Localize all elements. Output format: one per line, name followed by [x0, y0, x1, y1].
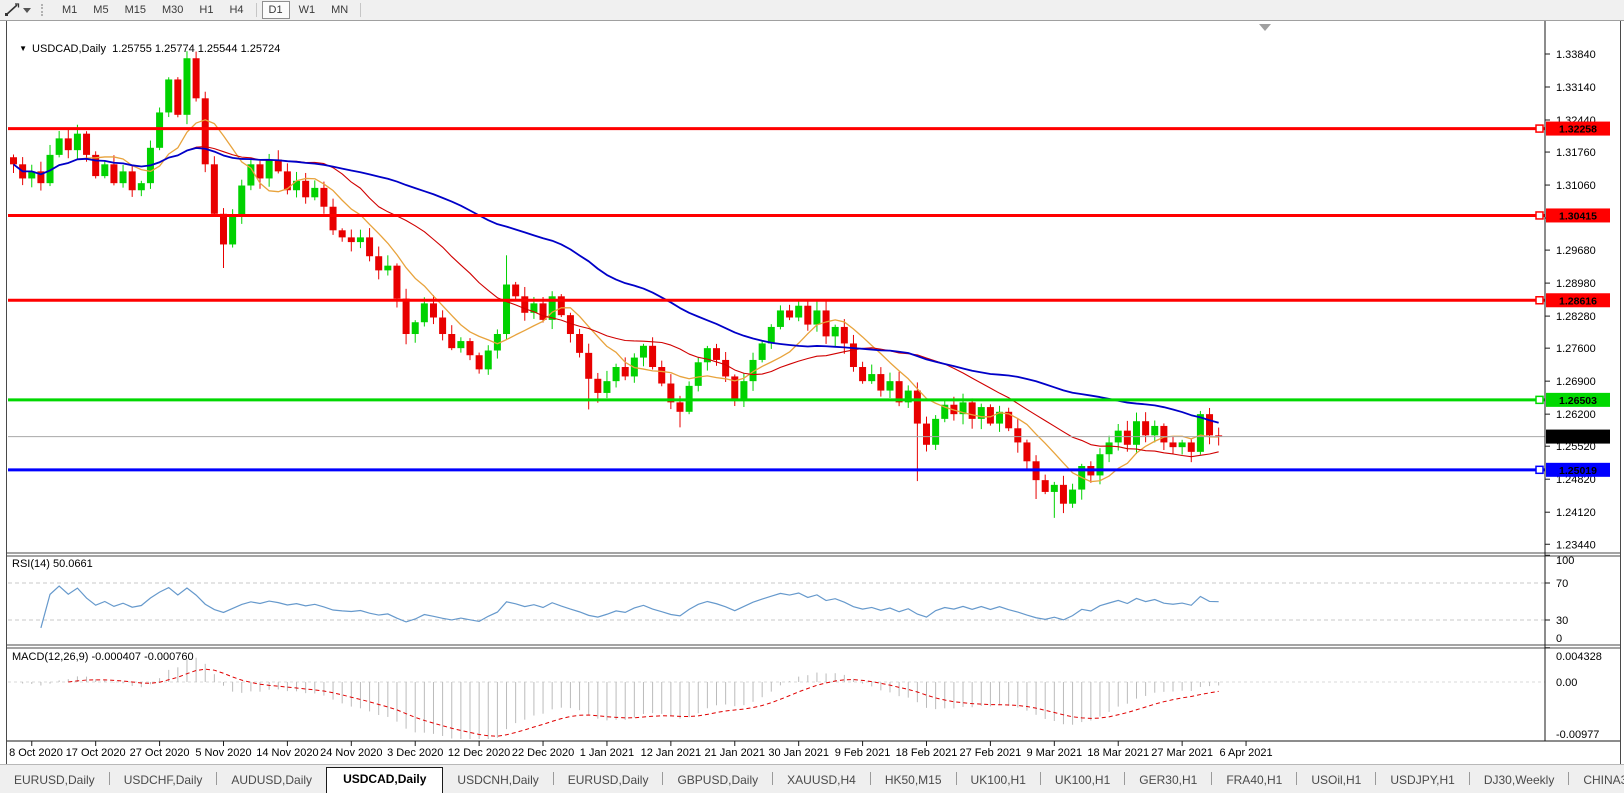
timeframe-button-d1[interactable]: D1: [261, 1, 290, 19]
symbol-tab-uk100-h1[interactable]: UK100,H1: [970, 773, 1026, 787]
symbol-tab-eurusd-daily[interactable]: EURUSD,Daily: [567, 773, 649, 787]
symbol-tab-uk100-h1[interactable]: UK100,H1: [1054, 773, 1111, 787]
timeframe-button-m15[interactable]: M15: [124, 4, 146, 16]
chart-title: ▼ USDCAD,Daily 1.25755 1.25774 1.25544 1.…: [13, 31, 280, 55]
macd-indicator-label: MACD(12,26,9) -0.000407 -0.000760: [12, 651, 194, 663]
symbol-tab-xauusd-h4[interactable]: XAUUSD,H4: [787, 773, 856, 787]
tab-divider: [1039, 772, 1041, 785]
timeframe-button-m1[interactable]: M1: [62, 4, 78, 16]
timeframe-button-m5[interactable]: M5: [93, 4, 109, 16]
symbol-tab-dj30-weekly[interactable]: DJ30,Weekly: [1483, 773, 1555, 787]
tab-divider: [1568, 772, 1570, 785]
timeframe-button-m30[interactable]: M30: [161, 4, 184, 16]
tab-divider: [552, 772, 554, 785]
symbol-tab-usoil-h1[interactable]: USOil,H1: [1311, 773, 1362, 787]
symbol-tab-gbpusd-daily[interactable]: GBPUSD,Daily: [677, 773, 759, 787]
tab-divider: [662, 772, 664, 785]
tab-divider: [108, 772, 110, 785]
chart-title-text: USDCAD,Daily 1.25755 1.25774 1.25544 1.2…: [32, 43, 281, 55]
tab-divider: [1375, 772, 1377, 785]
symbol-tab-china300-h1[interactable]: CHINA300,H1: [1583, 773, 1624, 787]
timeframe-button-w1[interactable]: W1: [298, 4, 316, 16]
symbol-tab-ger30-h1[interactable]: GER30,H1: [1139, 773, 1198, 787]
symbol-tab-fra40-h1[interactable]: FRA40,H1: [1226, 773, 1283, 787]
timeframe-toolbar: M1 M5 M15 M30 H1 H4 D1 W1 MN: [0, 0, 1624, 21]
tab-divider: [1211, 772, 1213, 785]
timeframe-button-h4[interactable]: H4: [229, 4, 244, 16]
timeframe-button-h1[interactable]: H1: [199, 4, 214, 16]
symbol-tab-usdcnh-daily[interactable]: USDCNH,Daily: [457, 773, 539, 787]
tab-divider: [1468, 772, 1470, 785]
symbol-tab-bar: EURUSD,Daily USDCHF,Daily AUDUSD,Daily USDC…: [0, 764, 1624, 793]
toolbar-grip[interactable]: [41, 4, 45, 16]
tab-divider: [869, 772, 871, 785]
symbol-tab-audusd-daily[interactable]: AUDUSD,Daily: [231, 773, 313, 787]
tab-divider: [772, 772, 774, 785]
toolbar-separator: [255, 3, 257, 17]
toolbar-separator: [360, 3, 362, 17]
chevron-down-icon[interactable]: [23, 7, 31, 13]
symbol-tab-usdchf-daily[interactable]: USDCHF,Daily: [123, 773, 203, 787]
tab-divider: [1296, 772, 1298, 785]
timeframe-button-mn[interactable]: MN: [331, 4, 349, 16]
tab-divider: [216, 772, 218, 785]
symbol-tab-usdcad-daily[interactable]: USDCAD,Daily: [326, 767, 444, 793]
trendline-tool-icon[interactable]: [4, 3, 20, 17]
rsi-indicator-label: RSI(14) 50.0661: [12, 558, 93, 570]
chart-area[interactable]: [6, 20, 1621, 765]
symbol-tab-eurusd-daily[interactable]: EURUSD,Daily: [14, 773, 95, 787]
tab-divider: [1124, 772, 1126, 785]
window-menu-icon[interactable]: ▼: [19, 44, 28, 53]
tab-divider: [955, 772, 957, 785]
symbol-tab-hk50-m15[interactable]: HK50,M15: [884, 773, 942, 787]
symbol-tab-usdjpy-h1[interactable]: USDJPY,H1: [1390, 773, 1455, 787]
